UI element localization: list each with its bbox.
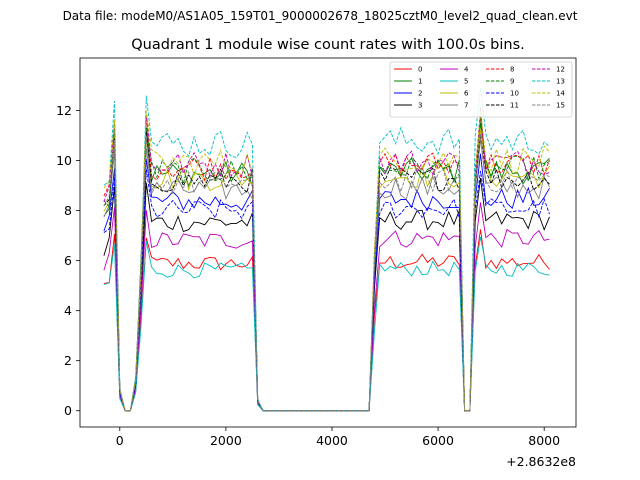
legend-label-10: 10 [510, 90, 519, 98]
series-line-13 [103, 87, 550, 412]
legend-label-3: 3 [418, 102, 422, 110]
legend-label-12: 12 [556, 66, 565, 74]
series-line-15 [103, 133, 550, 412]
legend-label-0: 0 [418, 66, 422, 74]
y-tick-label: 4 [64, 303, 72, 318]
x-axis: 0 2000 4000 6000 8000 [116, 427, 560, 448]
x-tick-label: 6000 [422, 433, 454, 448]
chart-title: Quadrant 1 module wise count rates with … [131, 37, 525, 53]
legend-frame [389, 61, 573, 118]
legend-label-9: 9 [510, 78, 514, 86]
y-tick-label: 0 [64, 403, 72, 418]
legend-label-4: 4 [464, 66, 469, 74]
y-tick-label: 8 [64, 203, 72, 218]
x-tick-label: 0 [116, 433, 124, 448]
legend-label-2: 2 [418, 90, 422, 98]
y-tick-label: 10 [56, 153, 72, 168]
axes-frame [79, 57, 577, 428]
x-tick-label: 2000 [210, 433, 242, 448]
legend-label-14: 14 [556, 90, 565, 98]
y-tick-label: 6 [64, 253, 72, 268]
y-axis: 0 2 4 6 8 10 12 [56, 103, 80, 418]
legend-label-5: 5 [464, 78, 468, 86]
legend-label-8: 8 [510, 66, 514, 74]
series-line-14 [103, 110, 550, 412]
legend-label-1: 1 [418, 78, 422, 86]
legend-label-13: 13 [556, 78, 565, 86]
legend-label-11: 11 [510, 102, 519, 110]
legend-label-7: 7 [464, 102, 468, 110]
legend-label-15: 15 [556, 102, 565, 110]
x-tick-label: 4000 [316, 433, 348, 448]
legend-label-6: 6 [464, 90, 469, 98]
chart-suptitle: Data file: modeM0/AS1A05_159T01_90000026… [63, 9, 578, 23]
x-offset-label: +2.8632e8 [506, 454, 576, 469]
y-tick-label: 12 [56, 103, 72, 118]
series-layer [103, 87, 550, 412]
y-tick-label: 2 [64, 353, 72, 368]
plot-background [80, 58, 576, 427]
x-tick-label: 8000 [528, 433, 560, 448]
